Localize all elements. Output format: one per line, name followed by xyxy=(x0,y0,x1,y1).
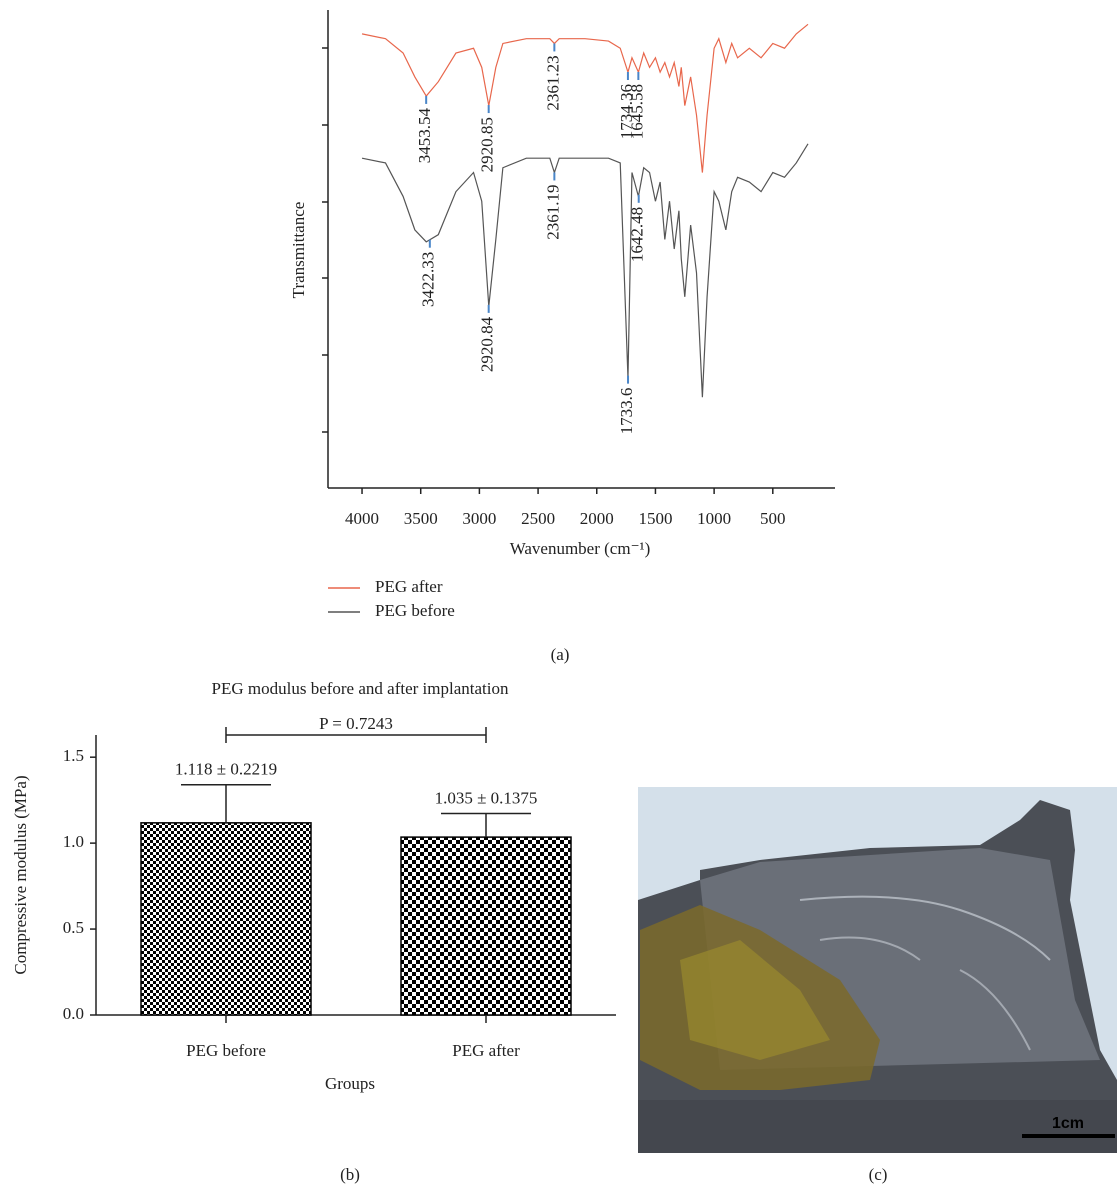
peak-label: 3422.33 xyxy=(419,252,438,307)
peak-label: 1642.48 xyxy=(628,207,647,262)
peak-label: 2361.23 xyxy=(543,55,562,110)
x-tick-label: PEG after xyxy=(452,1041,520,1060)
peak-label: 3453.54 xyxy=(415,107,434,163)
figure: Wavenumber (cm⁻¹) Transmittance (a) PEG … xyxy=(0,0,1119,1192)
x-tick-label: 500 xyxy=(760,509,786,528)
legend-label: PEG after xyxy=(375,577,443,596)
peak-label: 2920.84 xyxy=(478,316,497,372)
significance-label: P = 0.7243 xyxy=(319,714,393,733)
x-tick-label: 3500 xyxy=(404,509,438,528)
bar xyxy=(401,837,571,1015)
peak-label: 1733.6 xyxy=(617,388,636,435)
x-tick-label: 1000 xyxy=(697,509,731,528)
y-tick-label: 0.5 xyxy=(63,918,84,937)
scale-label: 1cm xyxy=(1052,1115,1084,1132)
x-tick-label: 1500 xyxy=(638,509,672,528)
y-tick-label: 1.5 xyxy=(63,746,84,765)
caption: (a) xyxy=(551,645,570,664)
x-tick-label: 2000 xyxy=(580,509,614,528)
peak-label: 1645.58 xyxy=(627,84,646,139)
y-tick-marks xyxy=(322,48,328,432)
caption: (b) xyxy=(340,1165,360,1184)
x-axis-label: Wavenumber (cm⁻¹) xyxy=(510,539,651,558)
value-label: 1.118 ± 0.2219 xyxy=(175,760,277,779)
y-axis-label: Transmittance xyxy=(289,202,308,299)
x-tick-label: 4000 xyxy=(345,509,379,528)
x-tick-label: PEG before xyxy=(186,1041,266,1060)
caption: (c) xyxy=(869,1165,888,1184)
bar xyxy=(141,823,311,1015)
legend-label: PEG before xyxy=(375,601,455,620)
photo: 1cm xyxy=(638,787,1117,1153)
peak-label: 2920.85 xyxy=(478,117,497,172)
y-tick-label: 1.0 xyxy=(63,832,84,851)
chart-title: PEG modulus before and after implantatio… xyxy=(212,679,509,698)
y-axis-label: Compressive modulus (MPa) xyxy=(11,775,30,974)
y-tick-label: 0.0 xyxy=(63,1004,84,1023)
x-axis-label: Groups xyxy=(325,1074,375,1093)
peak-label: 2361.19 xyxy=(543,184,562,239)
x-tick-label: 2500 xyxy=(521,509,555,528)
x-tick-label: 3000 xyxy=(462,509,496,528)
value-label: 1.035 ± 0.1375 xyxy=(435,788,538,807)
